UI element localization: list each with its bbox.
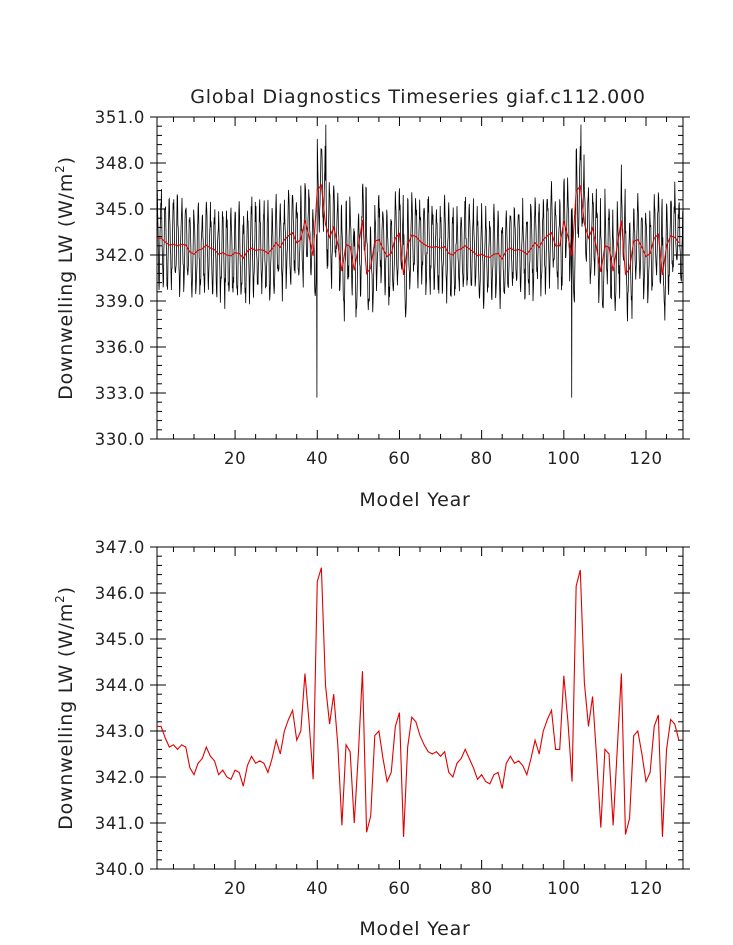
- top-x-tick-label: 80: [471, 449, 493, 468]
- top-series: [157, 124, 683, 398]
- top-series-line-0: [157, 124, 683, 398]
- top-panel: 330.0 333.0 336.0 339.0 342.0 345.0 348.0 351.0…: [53, 108, 690, 511]
- top-y-tick-label: 333.0: [95, 384, 145, 403]
- top-y-tick-label: 345.0: [95, 200, 145, 219]
- top-x-axis-label: Model Year: [359, 489, 470, 511]
- bottom-x-tick-label: 120: [629, 879, 662, 898]
- top-ticks: [150, 116, 690, 440]
- bottom-x-tick-label: 100: [547, 879, 580, 898]
- top-y-tick-label: 342.0: [95, 246, 145, 265]
- top-y-axis-label: Downwelling LW (W/m2): [53, 156, 77, 400]
- bottom-series-line-0: [157, 567, 680, 837]
- bottom-ticks: [150, 546, 690, 870]
- bottom-y-tick-label: 344.0: [95, 676, 145, 695]
- top-y-tick-labels: 330.0 333.0 336.0 339.0 342.0 345.0 348.0 351.0: [95, 108, 145, 449]
- figure-title: Global Diagnostics Timeseries giaf.c112.…: [190, 86, 646, 108]
- top-x-tick-labels: 20 40 60 80 100 120: [224, 449, 662, 468]
- bottom-x-tick-label: 80: [471, 879, 493, 898]
- bottom-x-tick-labels: 20 40 60 80 100 120: [224, 879, 662, 898]
- bottom-x-axis-label: Model Year: [359, 918, 470, 940]
- bottom-y-axis-label-close: ): [55, 586, 77, 594]
- top-y-tick-label: 330.0: [95, 430, 145, 449]
- top-series-line-1: [157, 183, 680, 276]
- top-x-tick-label: 20: [224, 449, 246, 468]
- top-y-axis-label-sup: 2: [53, 164, 67, 172]
- bottom-y-tick-label: 347.0: [95, 538, 145, 557]
- bottom-y-tick-label: 343.0: [95, 722, 145, 741]
- top-x-tick-label: 120: [629, 449, 662, 468]
- bottom-y-axis-label-sup: 2: [53, 594, 67, 602]
- bottom-y-axis-label: Downwelling LW (W/m2): [53, 586, 77, 830]
- top-x-tick-label: 60: [388, 449, 410, 468]
- top-y-tick-label: 351.0: [95, 108, 145, 127]
- bottom-y-tick-label: 340.0: [95, 860, 145, 879]
- bottom-y-tick-label: 342.0: [95, 768, 145, 787]
- bottom-x-tick-label: 40: [306, 879, 328, 898]
- top-y-axis-label-close: ): [55, 156, 77, 164]
- bottom-y-tick-label: 346.0: [95, 584, 145, 603]
- bottom-y-tick-label: 341.0: [95, 814, 145, 833]
- bottom-y-tick-label: 345.0: [95, 630, 145, 649]
- top-x-tick-label: 40: [306, 449, 328, 468]
- bottom-x-tick-label: 60: [388, 879, 410, 898]
- bottom-panel: 340.0 341.0 342.0 343.0 344.0 345.0 346.0 347.0…: [53, 538, 690, 940]
- bottom-plot-frame: [156, 546, 684, 870]
- bottom-y-tick-labels: 340.0 341.0 342.0 343.0 344.0 345.0 346.0 347.0: [95, 538, 145, 879]
- bottom-x-tick-label: 20: [224, 879, 246, 898]
- top-x-tick-label: 100: [547, 449, 580, 468]
- top-y-tick-label: 336.0: [95, 338, 145, 357]
- top-y-tick-label: 339.0: [95, 292, 145, 311]
- top-y-axis-label-main: Downwelling LW (W/m: [55, 173, 77, 400]
- bottom-series: [157, 567, 680, 837]
- bottom-y-axis-label-main: Downwelling LW (W/m: [55, 603, 77, 830]
- top-y-tick-label: 348.0: [95, 154, 145, 173]
